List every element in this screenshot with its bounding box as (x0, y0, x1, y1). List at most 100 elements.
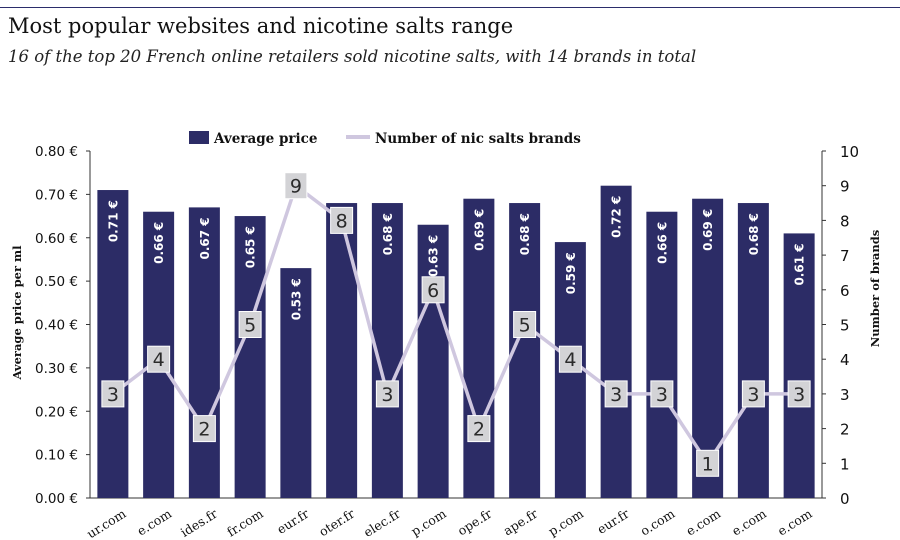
brands-point (101, 380, 125, 408)
brands-point-label: 4 (153, 349, 165, 371)
brands-point-label: 5 (244, 315, 256, 337)
bar (326, 203, 358, 499)
bar-value-label: 0.68 € (747, 213, 761, 255)
legend-label-average-price: Average price (213, 131, 317, 147)
top-rule (0, 7, 900, 8)
y-right-tick-label: 10 (840, 143, 859, 161)
bar (280, 268, 312, 498)
bar-value-label: 0.67 € (198, 217, 212, 259)
brands-point-label: 3 (107, 384, 119, 406)
y-left-tick-label: 0.60 € (35, 231, 78, 247)
y-right-tick-label: 1 (840, 455, 850, 473)
brands-point-label: 2 (473, 419, 485, 441)
brands-point-label: 3 (793, 384, 805, 406)
brands-point (284, 172, 308, 200)
bar (234, 216, 266, 498)
brands-point (787, 380, 811, 408)
y-right-tick-label: 4 (840, 351, 850, 369)
bar-value-label: 0.61 € (793, 243, 807, 285)
bar-value-label: 0.69 € (701, 209, 715, 251)
y-left-tick-label: 0.70 € (35, 187, 78, 203)
y-left-tick-label: 0.80 € (35, 144, 78, 160)
bar-value-label: 0.63 € (427, 235, 441, 277)
brands-point-label: 5 (519, 315, 531, 337)
brands-point (467, 415, 491, 443)
bar-value-label: 0.72 € (610, 196, 624, 238)
bar-value-label: 0.69 € (472, 209, 486, 251)
bar (417, 224, 449, 499)
brands-point (558, 345, 582, 373)
y-axis-left-title: Average price per ml (10, 245, 24, 381)
brands-point (741, 380, 765, 408)
x-category-label: oter.fr (316, 506, 357, 539)
y-left-tick-label: 0.50 € (35, 274, 78, 290)
legend-label-brands: Number of nic salts brands (375, 131, 581, 147)
y-left-tick-label: 0.20 € (35, 404, 78, 420)
brands-point (513, 311, 537, 338)
bar (97, 190, 129, 498)
brands-point-label: 3 (747, 384, 759, 406)
x-category-label: ur.com (84, 506, 129, 540)
y-right-tick-label: 9 (840, 178, 850, 196)
brands-point (192, 415, 216, 443)
y-right-tick-label: 2 (840, 421, 850, 439)
x-category-label: e.com (134, 506, 174, 539)
x-category-label: ope.fr (455, 506, 495, 539)
brands-point (238, 311, 262, 338)
x-category-label: ape.fr (501, 506, 541, 539)
brands-point-label: 8 (336, 210, 348, 232)
bar-value-label: 0.68 € (381, 213, 395, 255)
bar-value-label: 0.59 € (564, 252, 578, 294)
y-right-tick-label: 7 (840, 247, 850, 265)
x-category-label: o.com (638, 506, 678, 539)
brands-line (111, 183, 800, 466)
y-right-tick-label: 8 (840, 212, 850, 230)
y-right-tick-label: 0 (840, 490, 850, 508)
brands-point (650, 380, 674, 408)
brands-point-label: 3 (381, 384, 393, 406)
bar (783, 233, 815, 498)
y-right-tick-label: 5 (840, 317, 850, 335)
brands-point (696, 449, 720, 477)
brands-point (375, 380, 399, 408)
y-left-tick-label: 0.40 € (35, 318, 78, 334)
brands-point-label: 4 (564, 349, 576, 371)
legend-swatch-average-price (189, 131, 209, 144)
y-right-tick-label: 3 (840, 386, 850, 404)
x-category-label: p.com (545, 506, 586, 539)
brands-point (330, 206, 354, 234)
brands-point (421, 276, 445, 304)
bar-value-label: 0.68 € (518, 213, 532, 255)
bar (463, 198, 495, 498)
brands-point-label: 9 (290, 176, 302, 198)
x-category-label: p.com (408, 506, 449, 539)
brands-point-label: 2 (198, 419, 210, 441)
bar (188, 207, 220, 498)
x-category-label: ides.fr (178, 506, 220, 540)
bar-value-label: 0.71 € (106, 200, 120, 242)
page-subtitle: 16 of the top 20 French online retailers… (8, 47, 697, 66)
bar (737, 203, 769, 499)
y-left-tick-label: 0.10 € (35, 448, 78, 464)
x-category-label: eur.fr (274, 506, 311, 537)
bar (600, 185, 632, 498)
brands-point-label: 3 (656, 384, 668, 406)
brands-point (147, 345, 171, 373)
y-right-tick-label: 6 (840, 282, 850, 300)
x-category-label: elec.fr (361, 506, 403, 540)
brands-point-label: 3 (610, 384, 622, 406)
y-axis-right-title: Number of brands (868, 230, 882, 348)
bar-value-label: 0.53 € (289, 278, 303, 320)
y-left-tick-label: 0.00 € (35, 491, 78, 507)
brands-point-label: 1 (702, 453, 714, 475)
x-category-label: fr.com (224, 506, 266, 540)
x-category-label: e.com (729, 506, 769, 539)
y-left-tick-label: 0.30 € (35, 361, 78, 377)
x-category-label: eur.fr (594, 506, 631, 537)
x-category-label: e.com (775, 506, 815, 539)
brands-point-label: 6 (427, 280, 439, 302)
bar-value-label: 0.65 € (244, 226, 258, 268)
x-category-label: e.com (683, 506, 723, 539)
bar-value-label: 0.66 € (655, 222, 669, 264)
